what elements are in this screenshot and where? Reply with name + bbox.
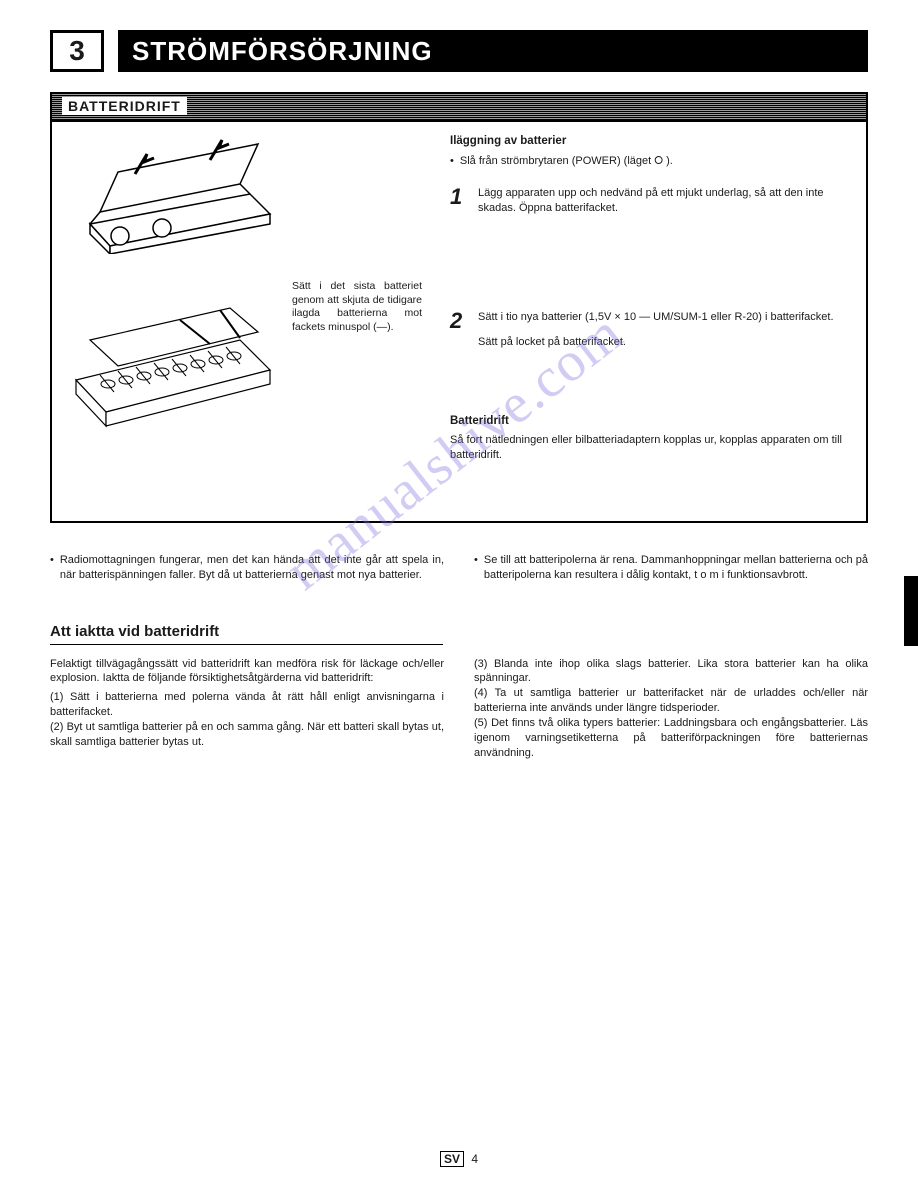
section-heading: Att iaktta vid batteridrift <box>50 623 443 645</box>
section-item-2: (2) Byt ut samtliga batterier på en och … <box>50 720 444 750</box>
footer-page: 4 <box>471 1152 478 1166</box>
section-item-5: (5) Det finns två olika typers batterier… <box>474 716 868 761</box>
section-left: Felaktigt tillvägagångssätt vid batterid… <box>50 657 444 761</box>
page-footer: SV 4 <box>0 1152 918 1166</box>
section-body: Felaktigt tillvägagångssätt vid batterid… <box>50 657 868 761</box>
notes-row: Radiomottagningen fungerar, men det kan … <box>50 553 868 583</box>
step-2: 2 Sätt i tio nya batterier (1,5V × 10 — … <box>450 310 848 350</box>
chapter-number-box: 3 <box>50 30 104 72</box>
panel-left-column: Sätt i det sista batteriet genom att skj… <box>70 134 430 503</box>
edge-tab <box>904 576 918 646</box>
intro-bullet: Slå från strömbrytaren (POWER) (läget ⭘ … <box>450 154 848 169</box>
section-right: (3) Blanda inte ihop olika slags batteri… <box>474 657 868 761</box>
note-left: Radiomottagningen fungerar, men det kan … <box>50 553 444 583</box>
step-number-2: 2 <box>450 310 470 350</box>
chapter-header: 3 STRÖMFÖRSÖRJNING <box>50 30 868 72</box>
panel-right-column: Iläggning av batterier Slå från strömbry… <box>450 134 848 503</box>
panel-header-label: BATTERIDRIFT <box>62 97 187 115</box>
drift-body: Så fort nätledningen eller bilbatteriada… <box>450 433 848 463</box>
panel-header: BATTERIDRIFT <box>52 94 866 122</box>
battery-panel: BATTERIDRIFT <box>50 92 868 523</box>
intro-heading: Iläggning av batterier <box>450 134 848 150</box>
section-item-4: (4) Ta ut samtliga batterier ur batterif… <box>474 686 868 716</box>
section-intro: Felaktigt tillvägagångssätt vid batterid… <box>50 657 444 687</box>
footer-lang: SV <box>440 1151 464 1167</box>
chapter-title-bar: STRÖMFÖRSÖRJNING <box>118 30 868 72</box>
device-top-illustration <box>70 134 290 254</box>
drift-heading: Batteridrift <box>450 414 848 430</box>
step-2-text: Sätt i tio nya batterier (1,5V × 10 — UM… <box>478 310 834 350</box>
note-right: Se till att batteripolerna är rena. Damm… <box>474 553 868 583</box>
figure-2: Sätt i det sista batteriet genom att skj… <box>70 280 430 430</box>
figure-2-caption: Sätt i det sista batteriet genom att skj… <box>292 280 422 430</box>
step-number-1: 1 <box>450 186 470 216</box>
section-item-3: (3) Blanda inte ihop olika slags batteri… <box>474 657 868 687</box>
step-1-text: Lägg apparaten upp och nedvänd på ett mj… <box>478 186 848 216</box>
step-1: 1 Lägg apparaten upp och nedvänd på ett … <box>450 186 848 216</box>
section-item-1: (1) Sätt i batterierna med polerna vända… <box>50 690 444 720</box>
battery-compartment-illustration <box>70 280 280 430</box>
figure-1 <box>70 134 430 254</box>
